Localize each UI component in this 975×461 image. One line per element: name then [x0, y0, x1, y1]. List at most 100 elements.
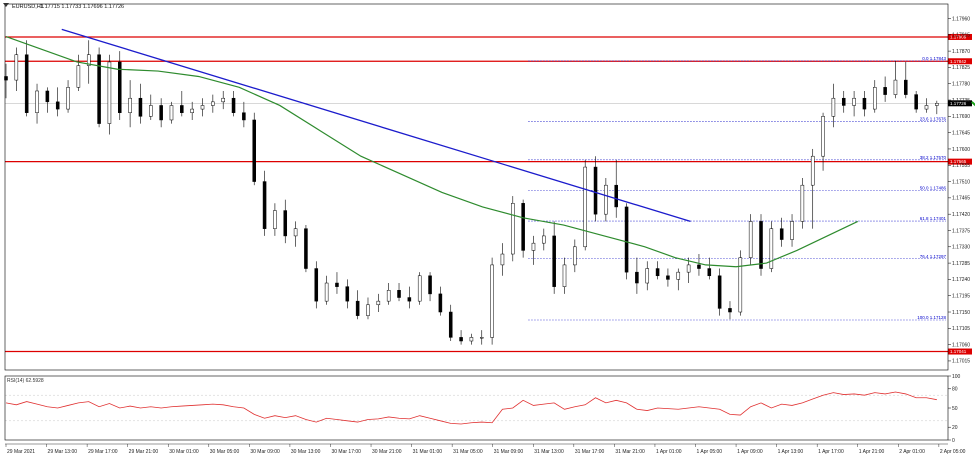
candle	[883, 76, 887, 102]
x-tick-label: 30 Mar 17:00	[331, 449, 361, 455]
bear-candle-body	[593, 166, 598, 215]
x-tick-label: 30 Mar 05:00	[210, 449, 240, 455]
candle	[614, 159, 618, 218]
bull-candle-body	[35, 90, 39, 113]
price-tag-box	[948, 33, 972, 40]
candle	[935, 100, 939, 115]
candle	[748, 214, 753, 265]
bull-candle-body	[821, 116, 825, 157]
bull-candle-body	[800, 184, 805, 222]
bull-candle-body	[86, 54, 91, 66]
bear-candle-body	[635, 271, 639, 284]
fib-level-label: 23.6 1.17676	[920, 116, 947, 121]
bear-candle-body	[779, 228, 784, 240]
bear-candle-body	[159, 105, 163, 121]
moving-average-line	[5, 36, 859, 268]
bull-candle-body	[852, 97, 856, 106]
bear-candle-body	[283, 210, 288, 237]
candle	[252, 112, 256, 186]
candle	[4, 63, 8, 99]
current-price-tag-box	[948, 100, 972, 107]
bull-candle-body	[769, 228, 774, 269]
bear-candle-body	[521, 203, 525, 251]
candle	[893, 60, 898, 99]
bull-candle-body	[128, 97, 132, 113]
bull-candle-body	[748, 221, 753, 258]
candle	[438, 286, 443, 316]
x-tick-label: 1 Apr 17:00	[818, 449, 844, 455]
candle	[479, 330, 484, 345]
bull-candle-body	[190, 108, 194, 113]
candle	[117, 51, 122, 120]
candle	[790, 214, 794, 247]
bear-candle-body	[314, 268, 319, 302]
candle	[231, 90, 236, 117]
candle	[469, 333, 474, 345]
candle	[66, 80, 70, 113]
candle	[448, 304, 453, 342]
bull-candle-body	[511, 203, 515, 255]
y-tick-label: 1.17285	[952, 261, 970, 267]
candle	[738, 250, 743, 316]
bull-candle-body	[686, 264, 691, 273]
bear-candle-body	[97, 54, 101, 124]
rsi-panel: RSI(14) 62.5928 100 80 50 20 0	[5, 374, 961, 444]
candle	[14, 47, 19, 91]
candle	[190, 101, 194, 120]
x-tick-label: 31 Mar 13:00	[534, 449, 564, 455]
candle	[407, 286, 412, 309]
y-tick-label: 1.17420	[952, 212, 970, 218]
candle	[86, 40, 91, 84]
bull-candle-body	[149, 105, 153, 117]
candle	[521, 199, 525, 258]
dropdown-triangle-icon[interactable]	[3, 3, 9, 7]
candle	[800, 177, 805, 229]
bull-candle-body	[490, 264, 494, 338]
bull-candle-body	[221, 97, 225, 103]
y-tick-label: 1.17555	[952, 163, 970, 169]
bull-candle-body	[562, 264, 567, 287]
candle	[262, 170, 267, 236]
candle	[169, 101, 174, 124]
price-tag-label: 1.17565	[950, 159, 967, 164]
candle	[573, 239, 577, 273]
bear-candle-body	[717, 275, 722, 309]
bull-candle-body	[66, 87, 70, 110]
candle	[138, 83, 143, 124]
main-plot-frame	[4, 3, 949, 371]
candle	[769, 221, 774, 273]
bear-candle-body	[345, 286, 350, 302]
x-tick-label: 30 Mar 21:00	[372, 449, 402, 455]
bear-candle-body	[883, 87, 887, 95]
x-tick-label: 1 Apr 05:00	[697, 449, 723, 455]
bear-candle-body	[448, 311, 453, 338]
y-tick-label: 1.17645	[952, 130, 970, 136]
bear-candle-body	[707, 268, 712, 277]
candle	[273, 203, 277, 236]
bull-candle-body	[293, 228, 298, 237]
bear-candle-body	[45, 90, 50, 103]
candle	[417, 272, 422, 305]
bear-candle-body	[397, 290, 401, 298]
candle	[511, 196, 515, 262]
current-price-tag-label: 1.17726	[950, 101, 967, 106]
candle	[717, 268, 722, 316]
candle	[697, 254, 701, 276]
y-tick-label: 1.17825	[952, 65, 970, 71]
candle	[604, 177, 608, 222]
candle	[500, 243, 505, 276]
bear-candle-body	[624, 206, 629, 273]
rsi-title: RSI(14) 62.5928	[7, 378, 44, 384]
y-tick-label: 1.17510	[952, 179, 970, 185]
candle	[397, 283, 401, 302]
candle	[107, 54, 112, 135]
y-tick-label: 1.17465	[952, 196, 970, 202]
candle	[314, 261, 319, 309]
candle	[904, 61, 908, 99]
bull-candle-body	[211, 101, 215, 106]
fib-level-label: 50.0 1.17486	[920, 185, 947, 190]
candles	[4, 40, 939, 345]
candle	[924, 98, 929, 113]
